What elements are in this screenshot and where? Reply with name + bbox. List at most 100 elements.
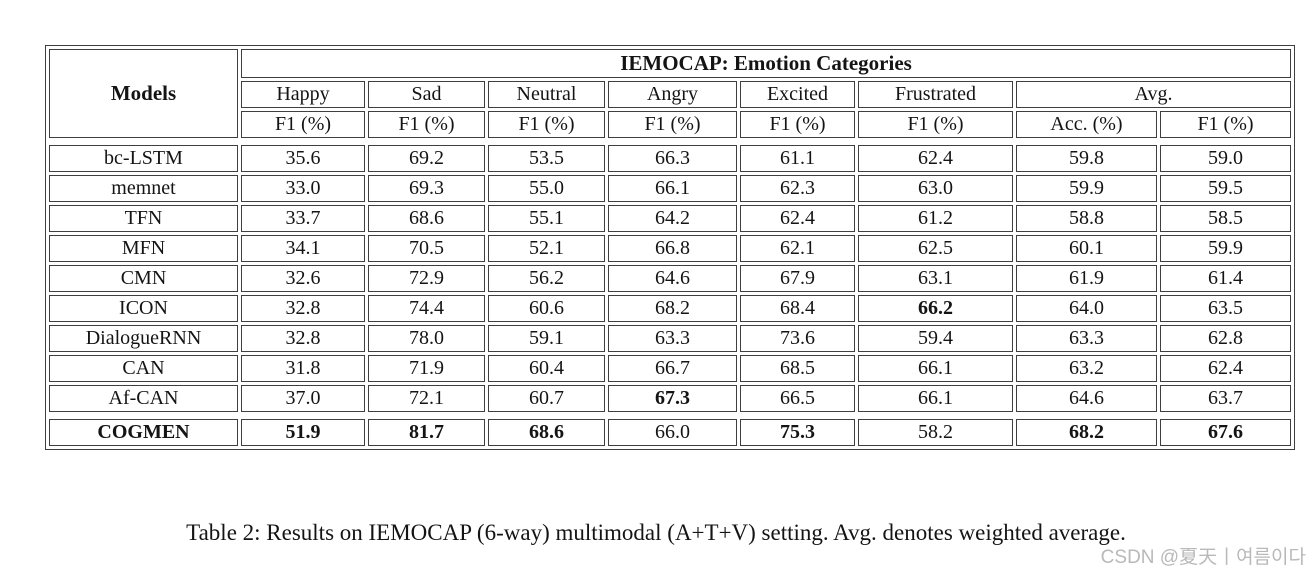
value-cell: 53.5 (488, 145, 605, 172)
emotion-header-angry: Angry (608, 81, 737, 108)
value-cell: 81.7 (368, 419, 485, 446)
models-column-header: Models (49, 49, 238, 138)
value-cell: 61.1 (740, 145, 855, 172)
value-cell: 66.1 (858, 385, 1013, 412)
value-cell: 56.2 (488, 265, 605, 292)
value-cell: 69.3 (368, 175, 485, 202)
value-cell: 61.4 (1160, 265, 1291, 292)
value-cell: 63.1 (858, 265, 1013, 292)
metric-header: F1 (%) (488, 111, 605, 138)
value-cell: 64.6 (1016, 385, 1157, 412)
model-name-cell: MFN (49, 235, 238, 262)
group-column-header: IEMOCAP: Emotion Categories (241, 49, 1291, 78)
value-cell: 59.9 (1016, 175, 1157, 202)
table-caption: Table 2: Results on IEMOCAP (6-way) mult… (186, 520, 1126, 545)
table-row: TFN 33.7 68.6 55.1 64.2 62.4 61.2 58.8 58.5 (49, 205, 1291, 232)
watermark-text: CSDN @夏天丨여름이다 (1100, 547, 1306, 568)
value-cell: 64.0 (1016, 295, 1157, 322)
value-cell: 64.6 (608, 265, 737, 292)
model-name-cell: CAN (49, 355, 238, 382)
value-cell: 62.5 (858, 235, 1013, 262)
value-cell: 68.2 (1016, 419, 1157, 446)
metric-header: F1 (%) (368, 111, 485, 138)
value-cell: 63.3 (1016, 325, 1157, 352)
value-cell: 66.7 (608, 355, 737, 382)
value-cell: 58.8 (1016, 205, 1157, 232)
value-cell: 52.1 (488, 235, 605, 262)
header-row-group: Models IEMOCAP: Emotion Categories (49, 49, 1291, 138)
value-cell: 66.0 (608, 419, 737, 446)
value-cell: 62.4 (740, 205, 855, 232)
value-cell: 67.3 (608, 385, 737, 412)
metric-header: F1 (%) (858, 111, 1013, 138)
value-cell: 66.2 (858, 295, 1013, 322)
value-cell: 37.0 (241, 385, 365, 412)
value-cell: 73.6 (740, 325, 855, 352)
value-cell: 33.0 (241, 175, 365, 202)
emotion-header-sad: Sad (368, 81, 485, 108)
value-cell: 63.0 (858, 175, 1013, 202)
value-cell: 68.2 (608, 295, 737, 322)
table-row: MFN 34.1 70.5 52.1 66.8 62.1 62.5 60.1 59.9 (49, 235, 1291, 262)
metric-header-acc: Acc. (%) (1016, 111, 1157, 138)
table-row: memnet 33.0 69.3 55.0 66.1 62.3 63.0 59.9 59.5 (49, 175, 1291, 202)
value-cell: 66.5 (740, 385, 855, 412)
value-cell: 35.6 (241, 145, 365, 172)
table-row: DialogueRNN 32.8 78.0 59.1 63.3 73.6 59.4 63.3 6… (49, 325, 1291, 352)
model-name-cell: Af-CAN (49, 385, 238, 412)
value-cell: 62.1 (740, 235, 855, 262)
value-cell: 68.6 (488, 419, 605, 446)
value-cell: 62.3 (740, 175, 855, 202)
value-cell: 75.3 (740, 419, 855, 446)
value-cell: 62.8 (1160, 325, 1291, 352)
highlight-row: COGMEN 51.9 81.7 68.6 66.0 75.3 58.2 68.2 67.6 (49, 419, 1291, 446)
emotion-header-excited: Excited (740, 81, 855, 108)
value-cell: 68.4 (740, 295, 855, 322)
value-cell: 59.8 (1016, 145, 1157, 172)
value-cell: 63.5 (1160, 295, 1291, 322)
value-cell: 55.0 (488, 175, 605, 202)
value-cell: 66.8 (608, 235, 737, 262)
emotion-header-happy: Happy (241, 81, 365, 108)
value-cell: 59.4 (858, 325, 1013, 352)
body-highlight-separator (49, 415, 1291, 416)
value-cell: 71.9 (368, 355, 485, 382)
model-name-cell: memnet (49, 175, 238, 202)
metric-header: F1 (%) (608, 111, 737, 138)
value-cell: 59.5 (1160, 175, 1291, 202)
value-cell: 60.7 (488, 385, 605, 412)
value-cell: 59.1 (488, 325, 605, 352)
value-cell: 60.4 (488, 355, 605, 382)
model-name-cell: DialogueRNN (49, 325, 238, 352)
value-cell: 63.2 (1016, 355, 1157, 382)
avg-header: Avg. (1016, 81, 1291, 108)
value-cell: 51.9 (241, 419, 365, 446)
value-cell: 66.1 (608, 175, 737, 202)
model-name-cell: TFN (49, 205, 238, 232)
value-cell: 32.8 (241, 325, 365, 352)
value-cell: 62.4 (858, 145, 1013, 172)
value-cell: 63.7 (1160, 385, 1291, 412)
table-row: Af-CAN 37.0 72.1 60.7 67.3 66.5 66.1 64.6 63.7 (49, 385, 1291, 412)
metric-header: F1 (%) (740, 111, 855, 138)
model-name-cell: ICON (49, 295, 238, 322)
value-cell: 32.6 (241, 265, 365, 292)
header-row-metrics: F1 (%) F1 (%) F1 (%) F1 (%) F1 (%) F1 (%… (49, 111, 1291, 138)
metric-header-f1: F1 (%) (1160, 111, 1291, 138)
value-cell: 62.4 (1160, 355, 1291, 382)
results-table: Models IEMOCAP: Emotion Categories Happy… (45, 45, 1295, 450)
value-cell: 33.7 (241, 205, 365, 232)
value-cell: 74.4 (368, 295, 485, 322)
table-row: CMN 32.6 72.9 56.2 64.6 67.9 63.1 61.9 61.4 (49, 265, 1291, 292)
value-cell: 58.2 (858, 419, 1013, 446)
header-body-separator (49, 141, 1291, 142)
model-name-cell: COGMEN (49, 419, 238, 446)
value-cell: 67.6 (1160, 419, 1291, 446)
emotion-header-frustrated: Frustrated (858, 81, 1013, 108)
value-cell: 72.1 (368, 385, 485, 412)
value-cell: 60.1 (1016, 235, 1157, 262)
value-cell: 63.3 (608, 325, 737, 352)
model-name-cell: CMN (49, 265, 238, 292)
value-cell: 68.6 (368, 205, 485, 232)
model-name-cell: bc-LSTM (49, 145, 238, 172)
